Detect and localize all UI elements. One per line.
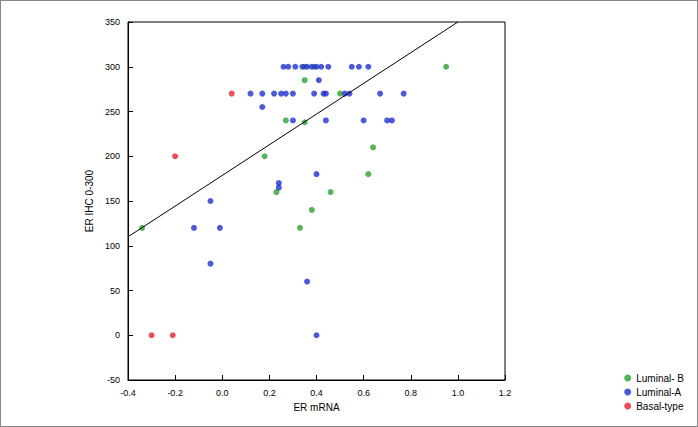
svg-text:0: 0 (115, 330, 120, 340)
svg-text:350: 350 (105, 17, 120, 27)
svg-text:100: 100 (105, 241, 120, 251)
svg-text:250: 250 (105, 107, 120, 117)
svg-text:0.8: 0.8 (404, 388, 417, 398)
svg-text:150: 150 (105, 196, 120, 206)
svg-text:1.2: 1.2 (499, 388, 512, 398)
svg-text:0.0: 0.0 (216, 388, 229, 398)
svg-text:0.6: 0.6 (357, 388, 370, 398)
svg-text:-50: -50 (107, 375, 120, 385)
svg-text:50: 50 (110, 286, 120, 296)
svg-text:Luminal-A: Luminal-A (636, 387, 681, 398)
svg-text:0.2: 0.2 (263, 388, 276, 398)
svg-text:-0.2: -0.2 (167, 388, 183, 398)
svg-text:200: 200 (105, 151, 120, 161)
svg-text:Basal-type: Basal-type (636, 401, 684, 412)
svg-text:-0.4: -0.4 (120, 388, 136, 398)
svg-text:ER IHC 0-300: ER IHC 0-300 (84, 169, 95, 232)
svg-text:1.0: 1.0 (452, 388, 465, 398)
svg-text:0.4: 0.4 (310, 388, 323, 398)
svg-text:ER mRNA: ER mRNA (293, 402, 339, 413)
svg-text:Luminal- B: Luminal- B (636, 373, 684, 384)
svg-text:300: 300 (105, 62, 120, 72)
